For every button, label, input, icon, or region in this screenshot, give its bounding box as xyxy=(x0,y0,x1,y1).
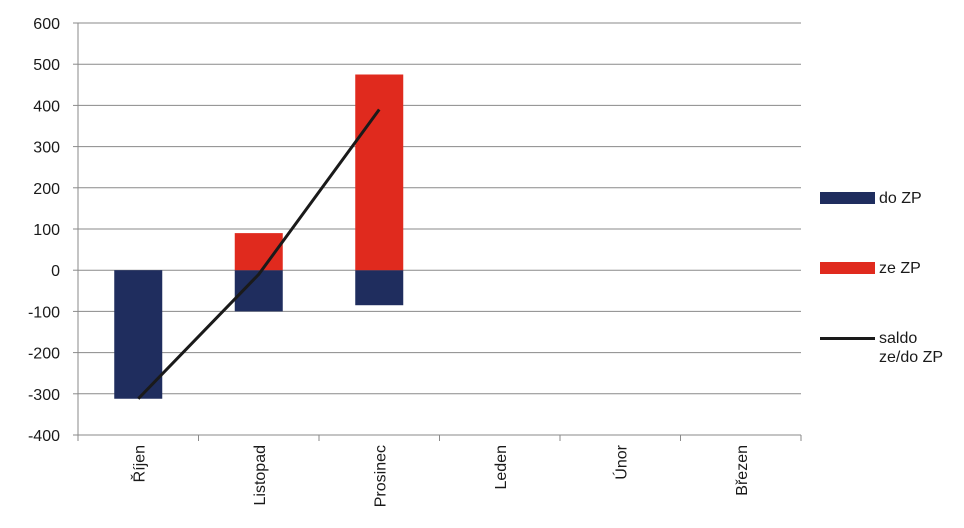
bar-do-zp-prosinec xyxy=(355,270,404,306)
y-tick-label: 200 xyxy=(33,181,60,198)
y-tick-label: 0 xyxy=(51,263,60,280)
legend-item-do-zp: do ZP xyxy=(820,189,959,208)
y-tick-label: 600 xyxy=(33,16,60,33)
x-tick-label: Prosinec xyxy=(372,445,389,507)
axes xyxy=(77,23,802,441)
x-axis-tick-labels: Říjen Listopad Prosinec Leden Únor Březen xyxy=(129,444,751,507)
x-tick-label: Říjen xyxy=(129,445,148,482)
y-tick-label: 300 xyxy=(33,140,60,157)
bars xyxy=(114,74,404,399)
y-tick-label: 100 xyxy=(33,222,60,239)
legend: do ZP ze ZP saldo ze/do ZP xyxy=(820,0,964,528)
legend-item-ze-zp: ze ZP xyxy=(820,259,959,278)
legend-item-saldo: saldo ze/do ZP xyxy=(820,329,959,367)
legend-label-saldo: saldo ze/do ZP xyxy=(879,330,944,366)
legend-label-do-zp: do ZP xyxy=(879,190,922,207)
legend-swatch-ze-zp xyxy=(820,262,875,274)
y-tick-label: -400 xyxy=(28,428,60,445)
legend-line-saldo xyxy=(820,337,875,340)
x-tick-label: Listopad xyxy=(252,445,269,506)
x-tick-label: Leden xyxy=(493,445,510,490)
gridlines xyxy=(73,22,801,436)
y-tick-label: -200 xyxy=(28,346,60,363)
line-saldo-ze-do-zp xyxy=(137,108,381,400)
x-tick-label: Únor xyxy=(611,444,630,479)
saldo-line xyxy=(137,108,381,400)
y-axis-tick-labels: 600 500 400 300 200 100 0 -100 -200 -300 -400 xyxy=(28,16,60,445)
y-tick-label: -300 xyxy=(28,387,60,404)
legend-label-ze-zp: ze ZP xyxy=(879,260,921,277)
y-tick-label: -100 xyxy=(28,304,60,321)
bar-do-zp-rijen xyxy=(114,270,163,399)
bar-ze-zp-prosinec xyxy=(355,74,404,271)
legend-swatch-do-zp xyxy=(820,192,875,204)
x-tick-label: Březen xyxy=(734,445,751,496)
y-tick-label: 500 xyxy=(33,57,60,74)
y-tick-label: 400 xyxy=(33,98,60,115)
